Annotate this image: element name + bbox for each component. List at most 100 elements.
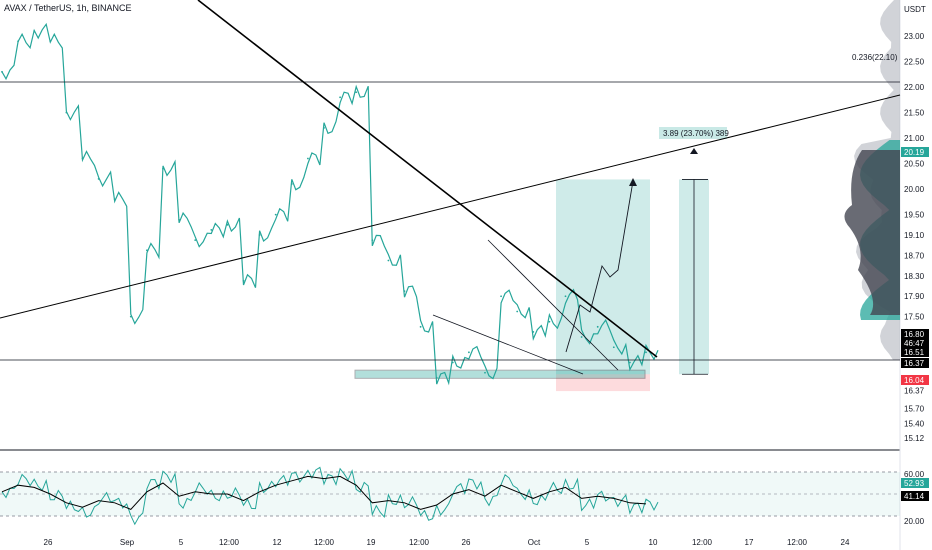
price-tick-label: 17.90: [904, 292, 925, 301]
price-point: [355, 91, 358, 94]
time-tick-label: 5: [179, 538, 184, 547]
price-point: [564, 295, 567, 298]
svg-text:20.19: 20.19: [904, 148, 925, 157]
chart-title: AVAX / TetherUS, 1h, BINANCE: [4, 3, 132, 13]
price-tick-label: 19.50: [904, 211, 925, 220]
target-zone: [556, 179, 650, 375]
price-point: [307, 157, 309, 160]
price-point: [419, 325, 422, 328]
rsi-badge: 41.14: [901, 491, 929, 501]
price-point: [612, 346, 615, 349]
price-axis-unit: USDT: [904, 5, 926, 14]
rsi-tick-label: 60.00: [904, 470, 925, 479]
time-tick-label: 12:00: [314, 538, 335, 547]
price-badge: 16.51: [901, 347, 929, 357]
rsi-pane: [0, 466, 900, 526]
price-point: [596, 325, 599, 328]
price-point: [226, 223, 229, 226]
rsi-tick-label: 20.00: [904, 517, 925, 526]
price-point: [210, 229, 213, 231]
price-point: [242, 280, 245, 282]
price-point: [274, 213, 277, 216]
price-point: [49, 40, 52, 43]
measure-arrow: [690, 148, 698, 154]
price-point: [97, 178, 100, 180]
projection-arrow: [629, 178, 637, 186]
price-point: [403, 290, 406, 293]
price-point: [468, 351, 470, 354]
time-tick-label: 24: [841, 538, 850, 547]
time-tick-label: 12: [273, 538, 282, 547]
price-tick-label: 22.50: [904, 58, 925, 67]
price-point: [500, 295, 502, 298]
stop-zone: [556, 374, 650, 392]
position-zones: [354, 127, 727, 392]
price-point: [548, 320, 551, 323]
svg-text:16.04: 16.04: [904, 376, 925, 385]
svg-text:52.93: 52.93: [904, 479, 925, 488]
price-tick-label: 21.50: [904, 109, 925, 118]
support-box: [354, 369, 646, 379]
price-tick-label: 23.00: [904, 32, 925, 41]
price-tick-label: 18.70: [904, 251, 925, 260]
price-point: [629, 361, 631, 364]
ascending-trendline: [0, 94, 901, 319]
price-tick-label: 18.30: [904, 272, 925, 281]
price-tick-label: 16.37: [904, 386, 925, 395]
measure-label-bg: [659, 127, 727, 139]
price-point: [484, 371, 486, 374]
price-tick-label: 15.40: [904, 420, 925, 429]
price-point: [645, 351, 647, 354]
descending-trendline: [197, 0, 658, 358]
chart-grid: [0, 0, 901, 550]
price-point: [435, 376, 438, 379]
price-tick-label: 22.00: [904, 83, 925, 92]
time-tick-label: 26: [44, 538, 53, 547]
price-tick-label: 21.00: [904, 134, 925, 143]
price-point: [258, 234, 261, 236]
rsi-ma-line: [1, 475, 647, 510]
time-tick-label: 17: [745, 538, 754, 547]
price-series: [1, 22, 659, 386]
price-badge: 20.19: [901, 147, 929, 157]
svg-text:46:47: 46:47: [904, 339, 925, 348]
wedge-upper: [487, 239, 619, 371]
svg-text:16.37: 16.37: [904, 359, 925, 368]
time-tick-label: Sep: [120, 538, 135, 547]
price-point: [146, 249, 148, 252]
svg-text:16.80: 16.80: [904, 330, 925, 339]
price-tick-label: 20.50: [904, 160, 925, 169]
price-badge: 16.04: [901, 375, 929, 385]
price-point: [113, 198, 116, 201]
price-badge: 46:47: [901, 338, 929, 348]
price-point: [129, 315, 132, 318]
price-point: [17, 40, 19, 43]
price-point: [65, 111, 68, 114]
price-point: [33, 30, 36, 32]
price-point: [451, 361, 454, 364]
price-point: [323, 127, 325, 129]
price-point: [532, 331, 535, 333]
price-point: [1, 70, 3, 73]
price-tick-label: 19.10: [904, 231, 925, 240]
price-badge: 16.37: [901, 358, 929, 368]
volume-profile: [844, 0, 900, 360]
time-tick-label: 12:00: [409, 538, 430, 547]
price-tick-label: 17.50: [904, 313, 925, 322]
price-point: [516, 310, 519, 313]
time-tick-label: 10: [649, 538, 658, 547]
price-point: [178, 218, 181, 221]
price-point: [290, 183, 293, 185]
price-point: [339, 96, 341, 99]
svg-text:16.51: 16.51: [904, 348, 925, 357]
time-tick-label: Oct: [528, 538, 541, 547]
svg-text:41.14: 41.14: [904, 492, 925, 501]
price-point: [81, 157, 84, 160]
trend-drawings[interactable]: [0, 0, 901, 375]
volume-profile-poc: [844, 150, 900, 315]
price-line: [1, 22, 659, 386]
price-point: [371, 239, 374, 242]
rsi-badge: 52.93: [901, 478, 929, 488]
price-tick-label: 15.70: [904, 404, 925, 413]
